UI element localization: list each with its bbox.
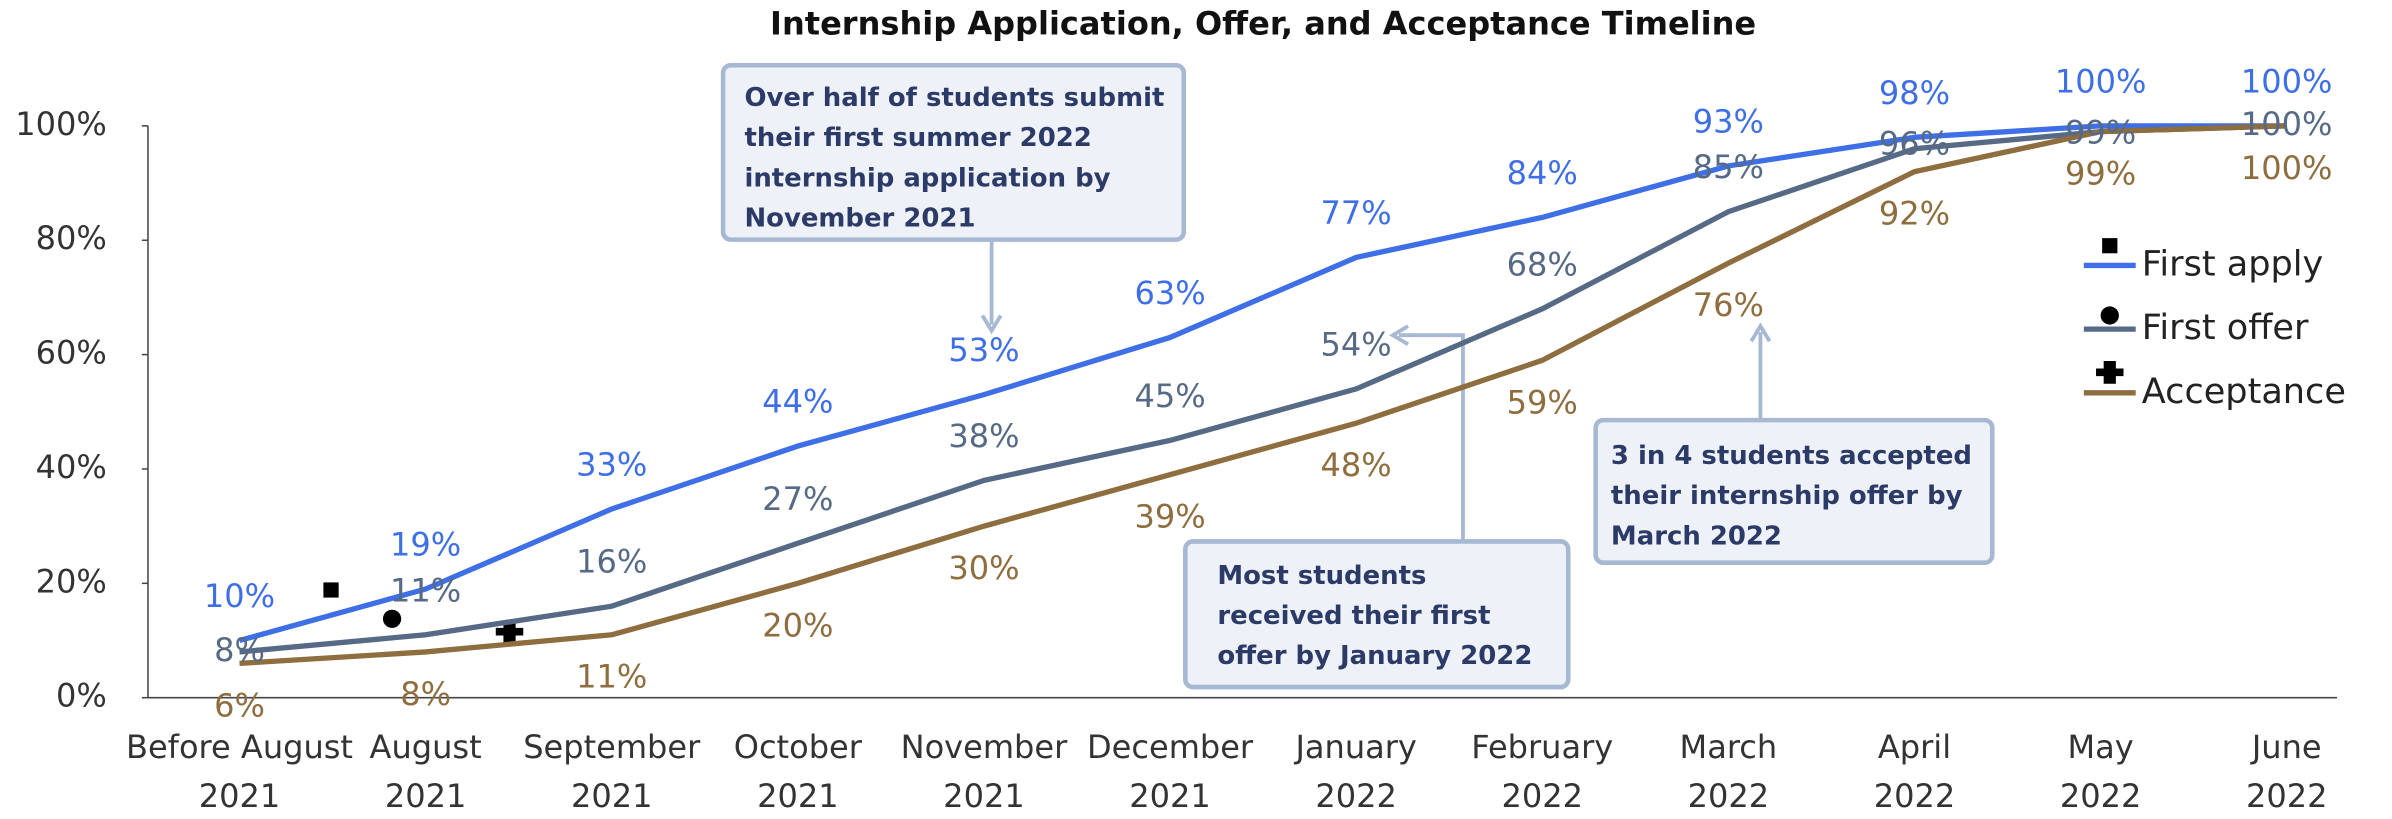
data-label: 10%: [204, 577, 275, 615]
annotation-text: their internship offer by: [1611, 481, 1963, 511]
data-label: 77%: [1321, 194, 1392, 232]
series-line: [239, 123, 2287, 667]
x-tick-label: 2021: [943, 777, 1025, 815]
x-tick-label: 2022: [1688, 777, 1770, 815]
data-label: 38%: [948, 417, 1019, 455]
x-tick-label: 2022: [1874, 777, 1956, 815]
annotation-box: [1593, 417, 1995, 565]
x-tick-label: Before August: [126, 728, 353, 766]
x-tick-label: 2021: [571, 777, 653, 815]
data-label: 76%: [1693, 286, 1764, 324]
data-label: 19%: [390, 526, 461, 564]
annotation-text: 3 in 4 students accepted: [1611, 441, 1972, 471]
arrowhead: [980, 314, 1003, 335]
x-tick-label: April: [1878, 728, 1951, 766]
data-label: 68%: [1507, 245, 1578, 283]
data-label: 39%: [1134, 498, 1205, 536]
data-label: 96%: [1879, 125, 1950, 163]
data-label: 100%: [2241, 62, 2333, 100]
annotation-text: Over half of students submit: [744, 83, 1164, 113]
annotation-text: offer by January 2022: [1217, 641, 1532, 671]
chart-title: Internship Application, Offer, and Accep…: [770, 5, 1756, 43]
data-label: 6%: [214, 686, 265, 724]
x-tick-label: 2022: [2060, 777, 2142, 815]
legend-label: First apply: [2142, 244, 2323, 284]
annotation-text: their first summer 2022: [744, 123, 1091, 153]
x-tick-label: 2021: [757, 777, 839, 815]
y-tick-label: 0%: [56, 677, 107, 715]
data-label: 63%: [1134, 274, 1205, 312]
data-label: 100%: [2055, 62, 2147, 100]
y-tick-label: 80%: [36, 219, 107, 257]
annotation-box: [720, 62, 1187, 242]
x-tick-label: February: [1471, 728, 1613, 766]
data-label: 30%: [948, 549, 1019, 587]
x-tick-label: 2022: [1502, 777, 1584, 815]
annotation-arrows: [980, 239, 1772, 542]
legend-label: Acceptance: [2142, 372, 2346, 412]
data-label: 98%: [1879, 74, 1950, 112]
data-label: 99%: [2065, 155, 2136, 193]
series-line: [239, 123, 2287, 655]
data-label: 84%: [1507, 154, 1578, 192]
data-label: 92%: [1879, 195, 1950, 233]
x-tick-label: 2021: [1129, 777, 1211, 815]
x-tick-label: January: [1293, 728, 1416, 766]
annotation-box: [1183, 539, 1571, 690]
x-tick-label: 2022: [1315, 777, 1397, 815]
annotation-text: Most students: [1217, 561, 1426, 591]
x-tick-label: October: [734, 728, 863, 766]
data-label: 93%: [1693, 103, 1764, 141]
x-tick-label: March: [1680, 728, 1778, 766]
stray-marker: [382, 609, 402, 628]
stray-marker: [323, 582, 339, 598]
data-label: 8%: [400, 675, 451, 713]
data-label: 59%: [1507, 383, 1578, 421]
x-tick-label: November: [901, 728, 1068, 766]
arrowhead: [1389, 324, 1410, 346]
legend-marker: [2100, 306, 2119, 325]
data-label: 16%: [576, 543, 647, 581]
arrowhead: [1749, 322, 1772, 343]
data-label: 48%: [1321, 446, 1392, 484]
y-tick-label: 20%: [36, 562, 107, 600]
x-tick-label: May: [2068, 728, 2134, 766]
x-tick-label: 2021: [199, 777, 281, 815]
x-tick-label: June: [2250, 728, 2322, 766]
annotation-text: November 2021: [744, 204, 975, 234]
data-label: 8%: [214, 631, 265, 669]
x-tick-label: 2021: [385, 777, 467, 815]
data-label: 11%: [576, 658, 647, 696]
chart-body: Internship Application, Offer, and Accep…: [15, 5, 2346, 815]
data-label: 85%: [1693, 148, 1764, 186]
annotation-text: received their first: [1217, 601, 1490, 631]
data-label: 11%: [390, 571, 461, 609]
x-tick-label: 2022: [2246, 777, 2328, 815]
data-label: 99%: [2065, 114, 2136, 152]
data-label: 33%: [576, 446, 647, 484]
data-label: 20%: [762, 606, 833, 644]
x-tick-label: August: [370, 728, 482, 766]
data-label: 100%: [2241, 105, 2333, 143]
arrow: [1398, 333, 1465, 542]
data-label: 27%: [762, 480, 833, 518]
series-line: [238, 123, 2287, 644]
data-label: 44%: [762, 383, 833, 421]
stray-marker: [495, 620, 524, 644]
y-tick-label: 60%: [36, 334, 107, 372]
legend-marker: [2102, 238, 2118, 254]
data-label: 53%: [948, 331, 1019, 369]
annotation-text: internship application by: [744, 164, 1110, 194]
data-label: 45%: [1134, 377, 1205, 415]
x-tick-label: September: [523, 728, 701, 766]
legend-marker: [2096, 360, 2124, 384]
y-tick-label: 100%: [15, 105, 107, 143]
x-tick-label: December: [1087, 728, 1254, 766]
data-label: 54%: [1321, 326, 1392, 364]
y-tick-label: 40%: [36, 448, 107, 486]
data-label: 100%: [2241, 149, 2333, 187]
legend-label: First offer: [2142, 308, 2309, 348]
annotation-text: March 2022: [1611, 521, 1782, 551]
